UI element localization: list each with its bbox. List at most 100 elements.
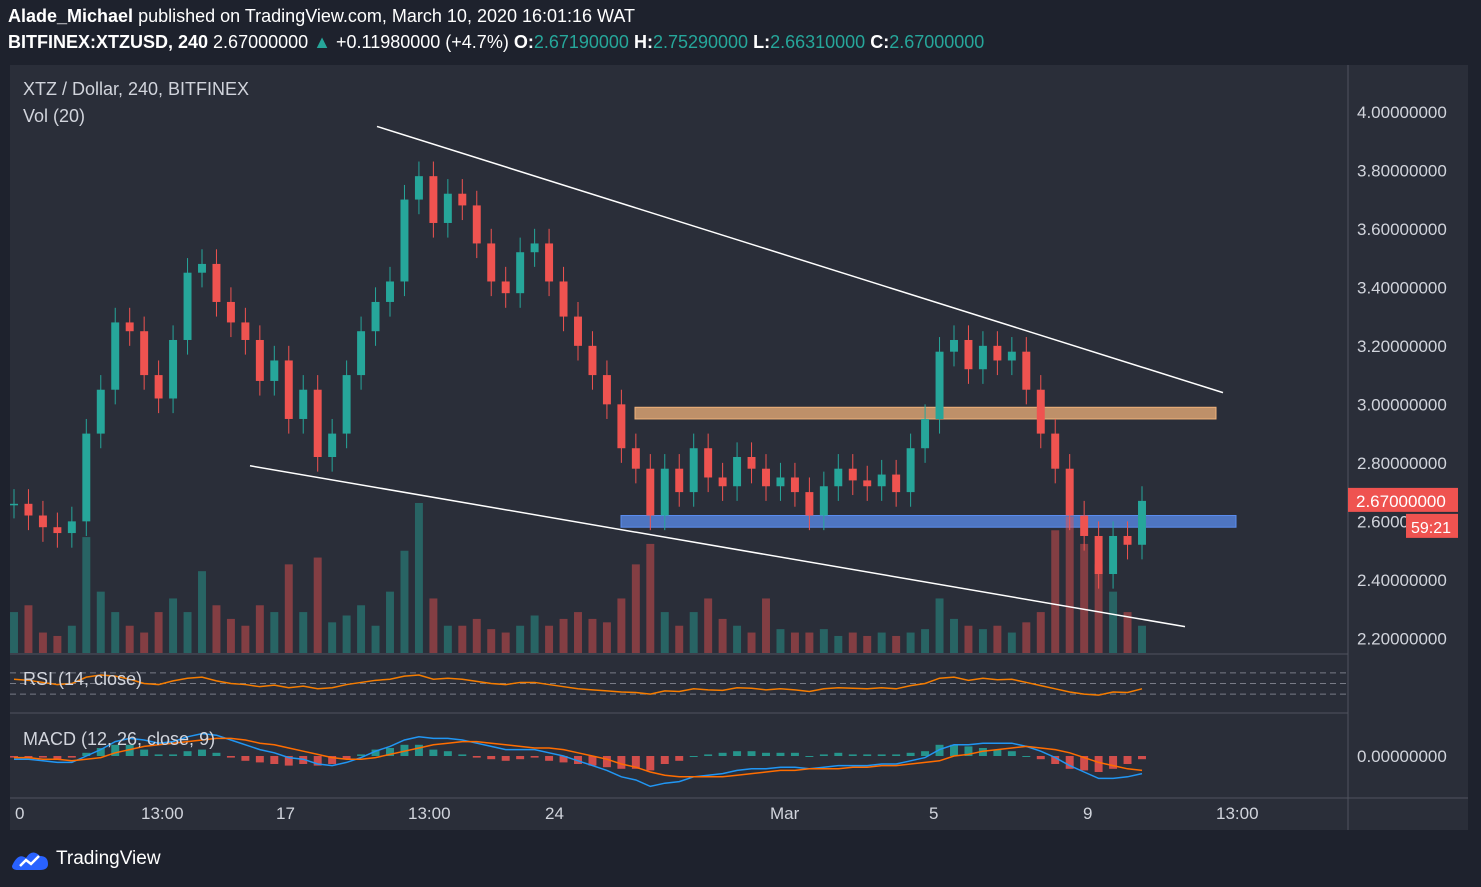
candle-body bbox=[790, 477, 799, 493]
candle-body bbox=[559, 281, 568, 317]
price-tick-label: 2.40000000 bbox=[1357, 571, 1447, 590]
macd-histogram-bar bbox=[545, 756, 554, 761]
candle-body bbox=[1051, 433, 1060, 469]
candle-body bbox=[414, 176, 423, 200]
time-tick-label: 13:00 bbox=[141, 804, 184, 823]
candle-body bbox=[921, 418, 930, 449]
close-value: 2.67000000 bbox=[889, 32, 985, 52]
volume-bar bbox=[313, 557, 322, 653]
author-name[interactable]: Alade_Michael bbox=[8, 6, 134, 26]
chart-frame[interactable]: 4.00000000 3.80000000 3.60000000 3.40000000… bbox=[10, 65, 1468, 830]
volume-bar bbox=[183, 612, 192, 653]
volume-bar bbox=[82, 537, 91, 653]
macd-histogram-bar bbox=[1123, 756, 1132, 764]
volume-bar bbox=[762, 598, 770, 653]
volume-bar bbox=[125, 625, 134, 653]
up-triangle-icon: ▲ bbox=[313, 32, 331, 52]
candle-body bbox=[762, 468, 770, 487]
volume-bar bbox=[241, 625, 250, 653]
volume-bar bbox=[472, 618, 481, 653]
macd-histogram-bar bbox=[1094, 756, 1103, 772]
macd-histogram-bar bbox=[111, 744, 120, 756]
time-tick-label: Mar bbox=[770, 804, 800, 823]
high-value: 2.75290000 bbox=[652, 32, 749, 52]
volume-bar bbox=[1138, 625, 1146, 653]
countdown-tag bbox=[1406, 513, 1458, 538]
price-tick-label: 3.00000000 bbox=[1357, 395, 1447, 414]
volume-bar bbox=[660, 612, 669, 653]
candle-body bbox=[357, 331, 366, 376]
volume-legend: Vol (20) bbox=[23, 106, 86, 126]
volume-bar bbox=[414, 503, 423, 653]
time-tick-label: 24 bbox=[545, 804, 564, 823]
volume-bar bbox=[53, 635, 62, 653]
symbol-label: BITFINEX:XTZUSD, 240 bbox=[8, 32, 209, 52]
macd-histogram-bar bbox=[819, 754, 828, 756]
macd-histogram-bar bbox=[487, 756, 496, 760]
time-tick-label: 5 bbox=[929, 804, 938, 823]
volume-bar bbox=[342, 615, 351, 653]
time-tick-label: 17 bbox=[276, 804, 295, 823]
macd-histogram-bar bbox=[978, 748, 987, 756]
candle-body bbox=[776, 477, 785, 487]
candle-body bbox=[226, 301, 235, 323]
volume-bar bbox=[733, 625, 742, 653]
volume-bar bbox=[198, 571, 206, 653]
volume-bar bbox=[993, 625, 1002, 653]
volume-bar bbox=[617, 598, 626, 653]
footer-brand[interactable]: TradingView bbox=[10, 846, 161, 872]
volume-bar bbox=[429, 598, 438, 653]
macd-histogram-bar bbox=[270, 756, 279, 764]
candle-body bbox=[1094, 535, 1103, 575]
countdown-label: 59:21 bbox=[1411, 520, 1451, 537]
macd-histogram-bar bbox=[747, 751, 756, 756]
volume-bar bbox=[834, 635, 843, 653]
macd-histogram-bar bbox=[617, 756, 626, 769]
candle-body bbox=[472, 205, 481, 244]
macd-histogram-bar bbox=[357, 754, 366, 756]
candle-body bbox=[704, 448, 713, 478]
macd-histogram-bar bbox=[1022, 756, 1031, 757]
candle-body bbox=[1080, 515, 1089, 536]
last-price-header: 2.67000000 bbox=[213, 32, 309, 52]
candle-body bbox=[993, 345, 1002, 361]
candle-body bbox=[96, 389, 105, 434]
volume-bar bbox=[718, 618, 727, 653]
time-tick-label: 13:00 bbox=[1216, 804, 1259, 823]
macd-histogram-bar bbox=[588, 756, 597, 766]
candle-body bbox=[689, 448, 698, 493]
chart-canvas[interactable]: 4.00000000 3.80000000 3.60000000 3.40000000… bbox=[10, 65, 1468, 830]
price-tick-label: 3.80000000 bbox=[1357, 161, 1447, 180]
open-label: O: bbox=[513, 32, 534, 52]
macd-histogram-bar bbox=[646, 756, 655, 771]
macd-histogram-bar bbox=[660, 756, 669, 764]
macd-histogram-bar bbox=[993, 749, 1002, 756]
macd-histogram-bar bbox=[530, 756, 539, 758]
candle-body bbox=[617, 404, 626, 449]
price-tick-label: 3.20000000 bbox=[1357, 337, 1447, 356]
candle-body bbox=[183, 272, 192, 340]
macd-histogram-bar bbox=[255, 756, 264, 763]
candle-body bbox=[950, 339, 958, 352]
candle-body bbox=[545, 243, 554, 282]
volume-bar bbox=[545, 625, 554, 653]
macd-histogram-bar bbox=[24, 756, 33, 758]
macd-histogram-bar bbox=[458, 754, 467, 756]
candle-body bbox=[53, 527, 62, 534]
volume-bar bbox=[299, 612, 308, 653]
volume-bar bbox=[1065, 516, 1074, 653]
candle-body bbox=[530, 243, 539, 253]
volume-bar bbox=[270, 612, 279, 653]
volume-bar bbox=[24, 605, 33, 653]
volume-bar bbox=[1080, 543, 1089, 653]
volume-bar bbox=[328, 622, 337, 653]
candle-body bbox=[111, 322, 120, 390]
candle-body bbox=[125, 322, 134, 332]
macd-histogram-bar bbox=[125, 744, 134, 756]
volume-bar bbox=[516, 625, 525, 653]
upper-trendline bbox=[376, 125, 1224, 394]
high-label: H: bbox=[633, 32, 653, 52]
candle-body bbox=[212, 263, 221, 302]
open-value: 2.67190000 bbox=[533, 32, 629, 52]
candle-body bbox=[458, 193, 467, 206]
